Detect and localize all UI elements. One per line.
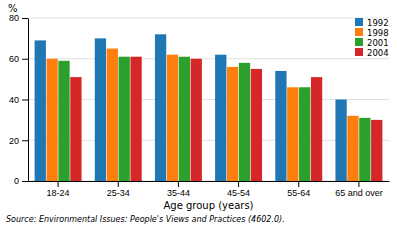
legend-swatch	[355, 48, 363, 56]
legend-label: 1992	[367, 18, 389, 28]
tick: 60	[9, 54, 28, 64]
tick-label: 80	[9, 13, 19, 23]
plot: 0 20 40 60 80 18-24 25-34 35-44 45-54 55-64 65 and…	[9, 13, 390, 198]
tick-label: 60	[9, 54, 19, 64]
tick-mark	[298, 181, 299, 187]
grid-line	[28, 58, 389, 59]
tick-mark	[22, 18, 28, 19]
tick-mark	[238, 181, 239, 187]
tick-mark	[58, 181, 59, 187]
tick-mark	[22, 100, 28, 101]
bar	[179, 57, 190, 181]
bar	[239, 63, 250, 181]
legend-item: 1992	[355, 18, 389, 28]
chart: 0 20 40 60 80 18-24 25-34 35-44 45-54 55-64 65 and…	[0, 0, 397, 227]
bar	[119, 57, 130, 181]
tick: 20	[9, 136, 28, 146]
grid-line	[28, 18, 389, 19]
grid	[28, 18, 389, 181]
annotation: Source: Environmental Issues: People's V…	[6, 215, 285, 224]
legend-item: 1998	[355, 28, 389, 38]
tick-mark	[178, 181, 179, 187]
tick: 45-54	[227, 181, 250, 198]
tick-label: 0	[14, 176, 19, 186]
tick: 80	[9, 13, 28, 23]
bar-series	[58, 57, 370, 181]
tick-label: 65 and over	[335, 188, 383, 198]
tick-label: 45-54	[227, 188, 250, 198]
bar	[46, 59, 57, 181]
legend-item: 2004	[355, 48, 389, 58]
y-axis: 0 20 40 60 80	[9, 13, 29, 186]
y-axis-label: %	[8, 3, 18, 14]
bar	[130, 57, 141, 181]
tick-label: 55-64	[287, 188, 310, 198]
tick-label: 18-24	[47, 188, 70, 198]
bar	[155, 34, 166, 181]
tick-mark	[22, 59, 28, 60]
bar	[167, 55, 178, 181]
bar	[251, 69, 262, 181]
grid-line	[28, 140, 389, 141]
bar	[287, 87, 298, 181]
tick: 35-44	[167, 181, 190, 198]
tick: 65 and over	[335, 181, 383, 198]
legend-item: 2001	[355, 38, 389, 48]
legend: 1992199820012004	[355, 18, 389, 58]
tick: 55-64	[287, 181, 310, 198]
bar	[95, 38, 106, 181]
bar	[347, 116, 358, 181]
legend-swatch	[355, 28, 363, 36]
legend-swatch	[355, 18, 363, 26]
tick-mark	[358, 181, 359, 187]
tick-label: 40	[9, 95, 19, 105]
tick-label: 25-34	[107, 188, 130, 198]
x-axis: 18-24 25-34 35-44 45-54 55-64 65 and over	[29, 181, 390, 198]
tick-mark	[22, 140, 28, 141]
bar-series	[46, 49, 358, 181]
bar	[359, 118, 370, 181]
bars	[35, 34, 383, 181]
bar	[107, 49, 118, 181]
bar	[311, 77, 322, 181]
tick: 40	[9, 95, 28, 105]
bar-series	[70, 57, 382, 181]
tick: 18-24	[47, 181, 70, 198]
bar	[35, 40, 46, 181]
tick-mark	[118, 181, 119, 187]
bar	[215, 55, 226, 181]
tick: 0	[14, 176, 28, 186]
tick: 25-34	[107, 181, 130, 198]
grid-line	[28, 181, 389, 182]
legend-label: 2004	[367, 48, 389, 58]
bar	[299, 87, 310, 181]
legend-label: 1998	[367, 28, 389, 38]
tick-label: 35-44	[167, 188, 190, 198]
bar	[227, 67, 238, 181]
x-axis-label: Age group (years)	[163, 200, 253, 211]
bar	[371, 120, 382, 181]
bar	[335, 100, 346, 182]
grid-line	[28, 99, 389, 100]
legend-label: 2001	[367, 38, 389, 48]
bar	[70, 77, 81, 181]
bar	[275, 71, 286, 181]
axis-line	[28, 19, 29, 182]
tick-label: 20	[9, 136, 19, 146]
bar	[191, 59, 202, 181]
axis-line	[29, 181, 390, 182]
legend-swatch	[355, 38, 363, 46]
bar-series	[35, 34, 347, 181]
bar	[58, 61, 69, 181]
tick-mark	[22, 181, 28, 182]
